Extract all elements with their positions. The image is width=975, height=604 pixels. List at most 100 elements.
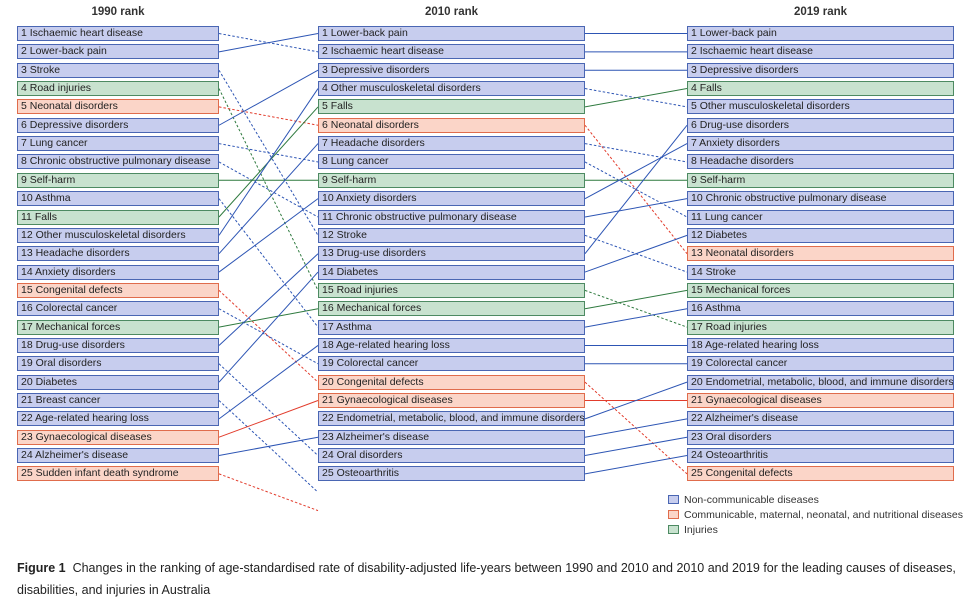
- rank-link: [218, 271, 319, 383]
- rank-box: 15 Mechanical forces: [687, 282, 954, 298]
- rank-box: 10 Chronic obstructive pulmonary disease: [687, 191, 954, 207]
- rank-box: 15 Congenital defects: [17, 282, 219, 298]
- rank-link: [218, 345, 319, 420]
- rank-box: 3 Depressive disorders: [318, 62, 585, 78]
- rank-box: 18 Age-related hearing loss: [318, 337, 585, 353]
- header-1990: 1990 rank: [91, 6, 145, 18]
- rank-link: [218, 88, 319, 236]
- rank-box: 6 Neonatal disorders: [318, 117, 585, 133]
- rank-box: 7 Lung cancer: [17, 136, 219, 152]
- rank-box: 3 Depressive disorders: [687, 62, 954, 78]
- rank-link: [218, 143, 319, 255]
- rank-box: 17 Road injuries: [687, 319, 954, 335]
- rank-link: [584, 381, 688, 420]
- rank-box: 3 Stroke: [17, 62, 219, 78]
- rank-link: [218, 198, 319, 273]
- rank-box: 20 Diabetes: [17, 374, 219, 390]
- rank-box: 8 Headache disorders: [687, 154, 954, 170]
- rank-box: 13 Neonatal disorders: [687, 246, 954, 262]
- rank-box: 10 Anxiety disorders: [318, 191, 585, 207]
- rank-link: [218, 198, 319, 328]
- rank-box: 17 Asthma: [318, 319, 585, 335]
- rank-box: 21 Breast cancer: [17, 393, 219, 408]
- rank-box: 18 Age-related hearing loss: [687, 337, 954, 353]
- rank-box: 9 Self-harm: [17, 172, 219, 188]
- legend-swatch-ncd: [668, 495, 679, 504]
- rank-box: 16 Asthma: [687, 301, 954, 317]
- rank-link: [218, 88, 319, 291]
- rank-link: [218, 473, 319, 512]
- rank-box: 23 Alzheimer's disease: [318, 429, 585, 445]
- rank-box: 2 Lower-back pain: [17, 44, 219, 60]
- rank-box: 5 Other musculoskeletal disorders: [687, 99, 954, 115]
- rank-box: 22 Age-related hearing loss: [17, 411, 219, 427]
- rank-box: 4 Road injuries: [17, 81, 219, 97]
- rank-box: 13 Drug-use disorders: [318, 246, 585, 262]
- rank-box: 2 Ischaemic heart disease: [687, 44, 954, 60]
- rank-box: 13 Headache disorders: [17, 246, 219, 262]
- rank-box: 25 Sudden infant death syndrome: [17, 466, 219, 482]
- rank-link: [218, 161, 319, 218]
- rank-box: 24 Osteoarthritis: [687, 448, 954, 464]
- rank-link: [584, 308, 688, 328]
- rank-box: 17 Mechanical forces: [17, 319, 219, 335]
- rank-box: 1 Lower-back pain: [687, 26, 954, 41]
- rank-link: [584, 88, 688, 108]
- header-2019: 2019 rank: [793, 6, 848, 18]
- rank-box: 8 Chronic obstructive pulmonary disease: [17, 154, 219, 170]
- rank-box: 9 Self-harm: [318, 172, 585, 188]
- rank-box: 18 Drug-use disorders: [17, 337, 219, 353]
- rank-link: [584, 436, 688, 457]
- rank-link: [584, 455, 688, 475]
- rank-box: 21 Gynaecological diseases: [687, 393, 954, 408]
- rank-link: [584, 143, 688, 163]
- rank-box: 16 Mechanical forces: [318, 301, 585, 317]
- rank-link: [218, 143, 319, 163]
- rank-box: 15 Road injuries: [318, 282, 585, 298]
- rank-box: 5 Neonatal disorders: [17, 99, 219, 115]
- rank-link: [218, 308, 319, 365]
- legend-label-cmn: Communicable, maternal, neonatal, and nu…: [684, 508, 963, 521]
- caption-label: Figure 1: [17, 561, 66, 575]
- rank-link: [218, 436, 319, 457]
- rank-box: 6 Drug-use disorders: [687, 117, 954, 133]
- rank-link: [584, 124, 688, 255]
- rank-box: 9 Self-harm: [687, 172, 954, 188]
- rank-link: [218, 253, 319, 346]
- rank-box: 11 Chronic obstructive pulmonary disease: [318, 209, 585, 225]
- rank-box: 25 Congenital defects: [687, 466, 954, 482]
- rank-box: 1 Lower-back pain: [318, 26, 585, 41]
- legend-cmn: Communicable, maternal, neonatal, and nu…: [668, 507, 963, 522]
- rank-box: 12 Diabetes: [687, 227, 954, 243]
- rank-link: [584, 161, 688, 218]
- legend-inj: Injuries: [668, 522, 963, 537]
- rank-box: 2 Ischaemic heart disease: [318, 44, 585, 60]
- rank-box: 19 Colorectal cancer: [318, 356, 585, 372]
- legend-swatch-cmn: [668, 510, 679, 519]
- rank-box: 14 Stroke: [687, 264, 954, 280]
- rank-box: 7 Anxiety disorders: [687, 136, 954, 152]
- rank-box: 8 Lung cancer: [318, 154, 585, 170]
- rank-box: 7 Headache disorders: [318, 136, 585, 152]
- rank-box: 20 Endometrial, metabolic, blood, and im…: [687, 374, 954, 390]
- rank-box: 6 Depressive disorders: [17, 117, 219, 133]
- rank-link: [218, 400, 319, 438]
- rank-box: 22 Endometrial, metabolic, blood, and im…: [318, 411, 585, 427]
- rank-box: 23 Gynaecological diseases: [17, 429, 219, 445]
- rank-box: 16 Colorectal cancer: [17, 301, 219, 317]
- rank-box: 22 Alzheimer's disease: [687, 411, 954, 427]
- rank-box: 19 Oral disorders: [17, 356, 219, 372]
- header-2010: 2010 rank: [424, 6, 479, 18]
- rank-link: [584, 234, 688, 273]
- rank-box: 25 Osteoarthritis: [318, 466, 585, 482]
- rank-box: 1 Ischaemic heart disease: [17, 26, 219, 41]
- rank-box: 11 Falls: [17, 209, 219, 225]
- rank-link: [218, 308, 319, 328]
- rank-box: 23 Oral disorders: [687, 429, 954, 445]
- rank-box: 20 Congenital defects: [318, 374, 585, 390]
- rank-link: [218, 363, 319, 456]
- rank-box: 21 Gynaecological diseases: [318, 393, 585, 408]
- legend-label-inj: Injuries: [684, 523, 718, 536]
- rank-link: [584, 289, 688, 328]
